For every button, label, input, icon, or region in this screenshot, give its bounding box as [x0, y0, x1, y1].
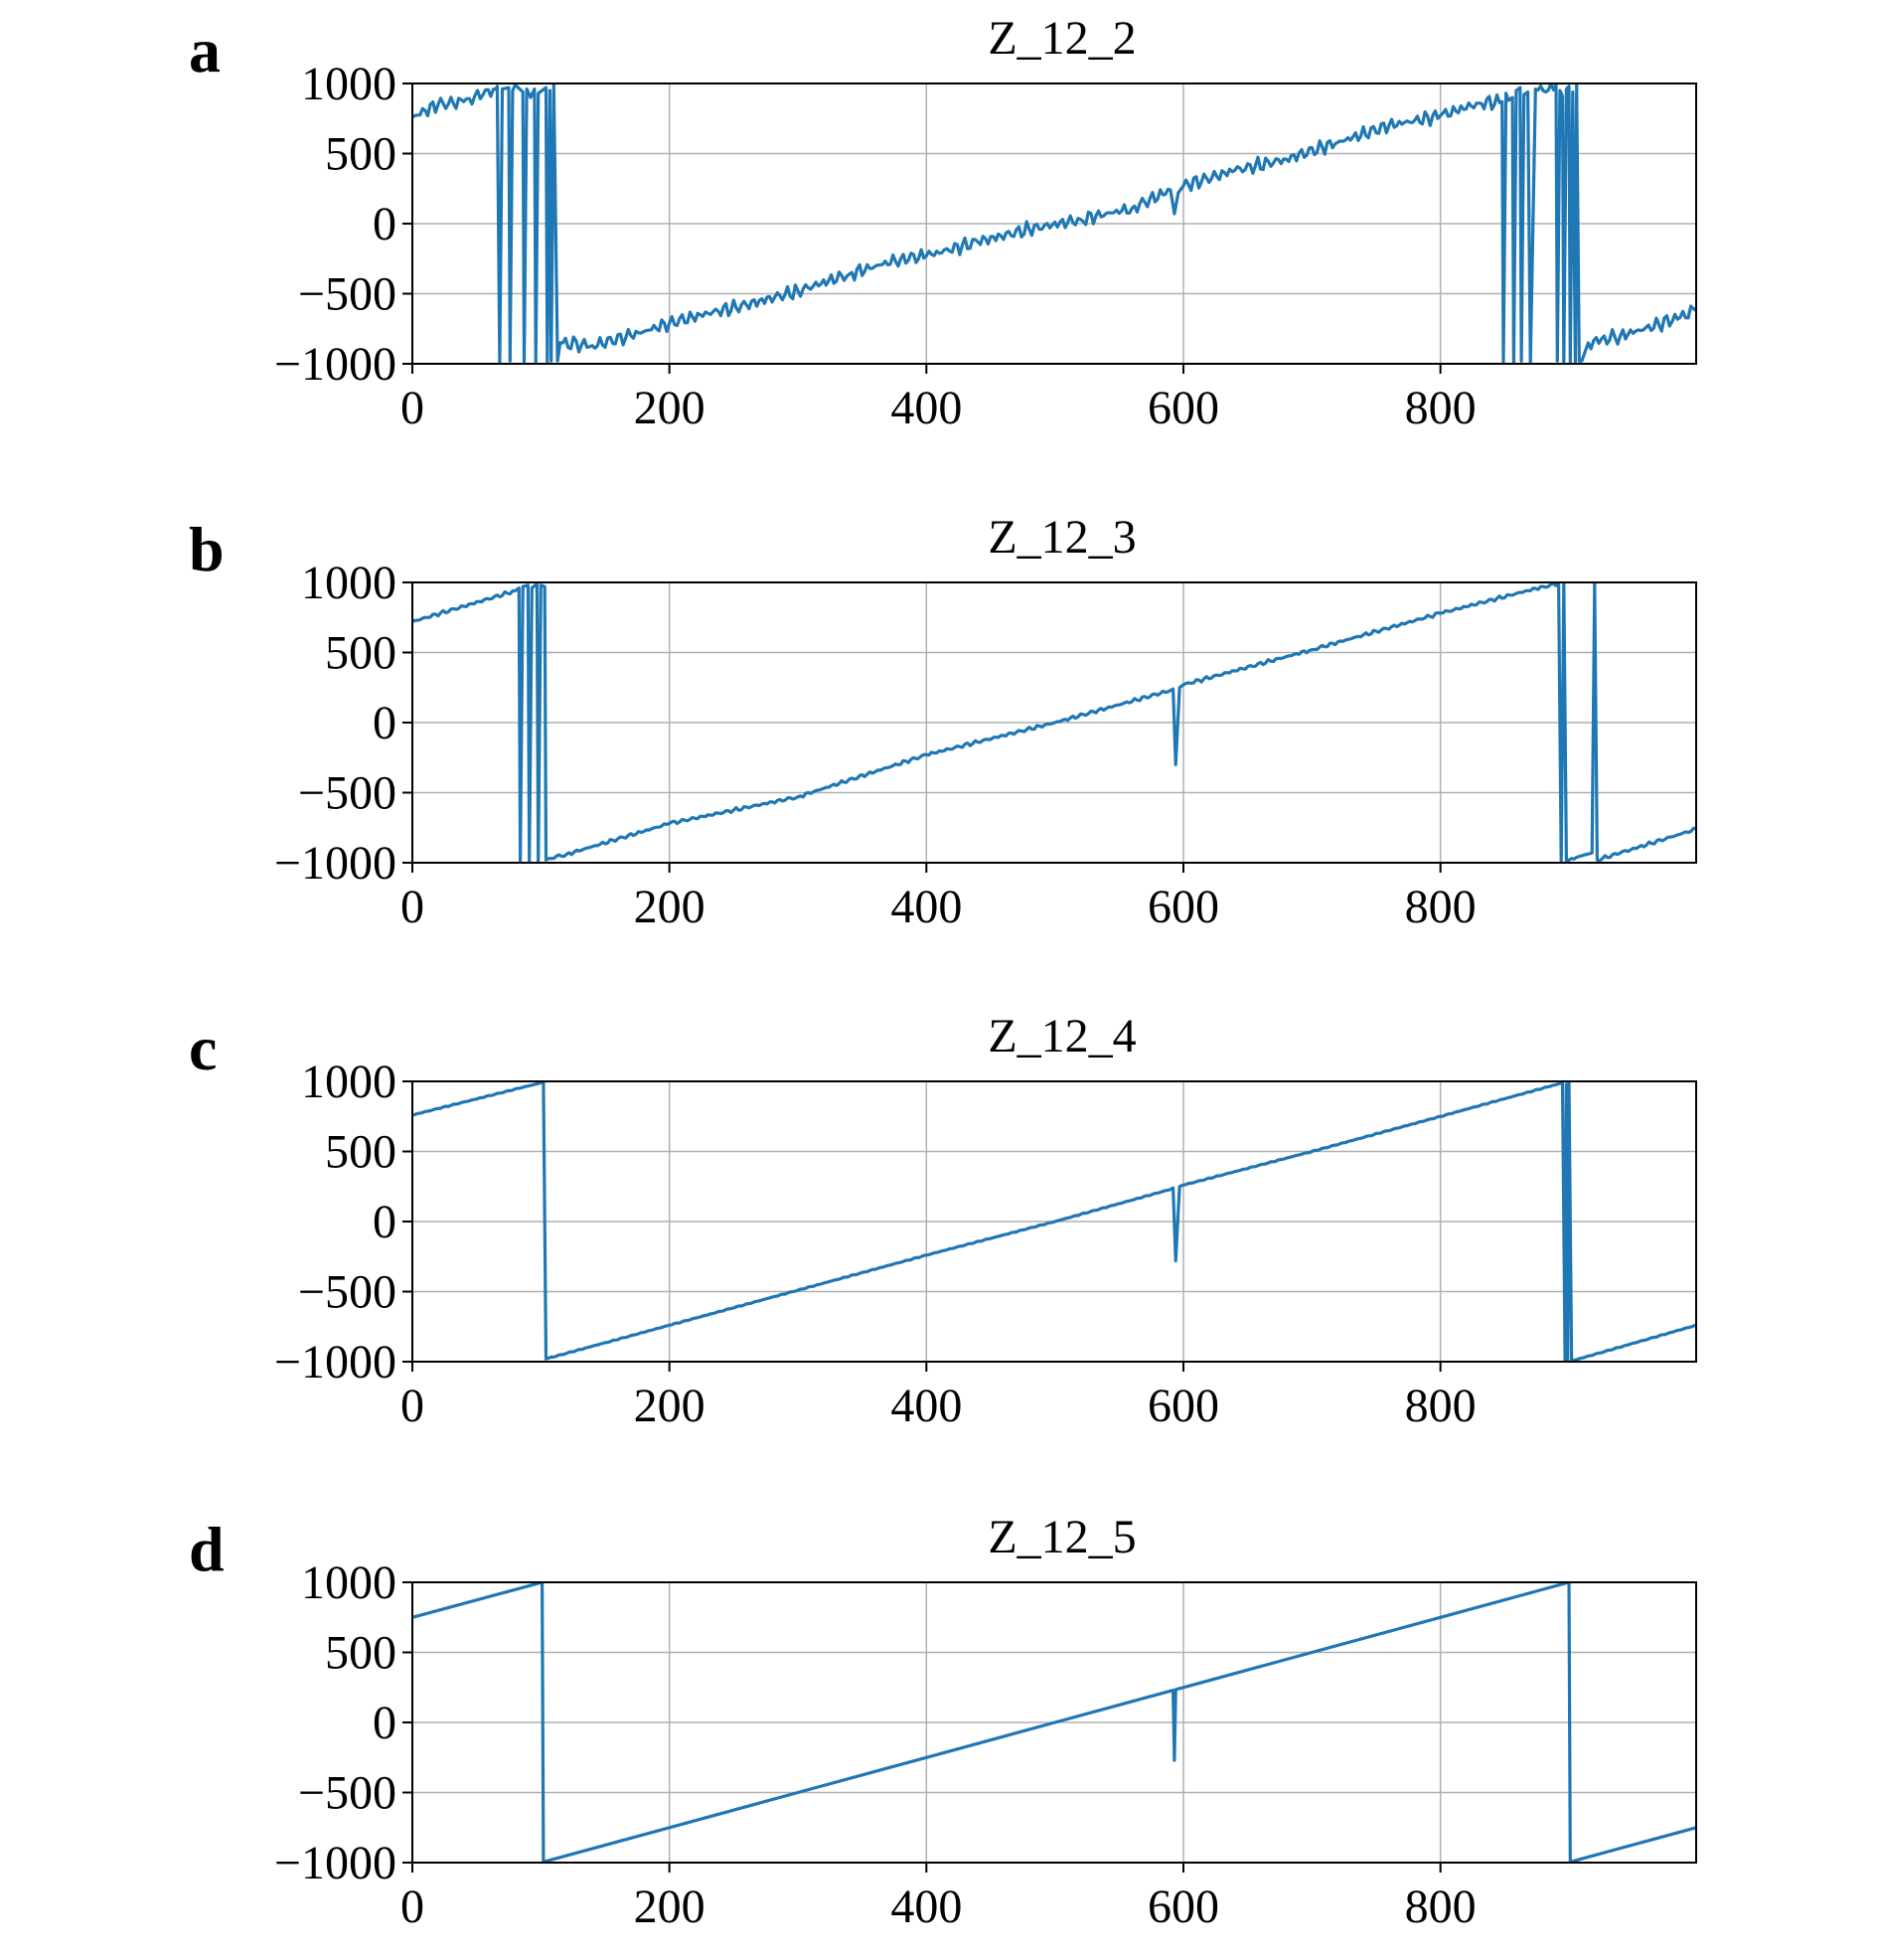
y-tick-label: −500 [298, 1266, 396, 1319]
panel-b: 0 200 400 600 800 1000 500 0 −500 −1000 Z_12_3 b [189, 511, 1697, 933]
y-tick-label: 500 [325, 1627, 396, 1680]
panel-a: 0 200 400 600 800 1000 500 0 −500 −1000 Z_12_2 a [189, 12, 1697, 434]
panel-letter: d [189, 1514, 225, 1584]
x-tick-label: 400 [890, 1380, 962, 1432]
y-tick-label: 1000 [301, 1056, 396, 1108]
x-tick-label: 800 [1405, 1880, 1477, 1933]
y-tick-label: −1000 [274, 1837, 396, 1889]
y-tick-label: 0 [373, 1697, 396, 1749]
y-tick-label: 500 [325, 128, 396, 181]
x-tick-label: 200 [634, 1380, 705, 1432]
x-tick-label: 400 [890, 881, 962, 933]
y-tick-label: −1000 [274, 837, 396, 890]
x-tick-label: 600 [1148, 382, 1219, 434]
y-tick-label: 1000 [301, 557, 396, 609]
x-tick-label: 800 [1405, 1380, 1477, 1432]
y-tick-label: 500 [325, 627, 396, 680]
y-tick-label: 0 [373, 1196, 396, 1248]
panel-title: Z_12_5 [988, 1511, 1136, 1563]
y-tick-label: 1000 [301, 1556, 396, 1609]
x-tick-label: 400 [890, 1880, 962, 1933]
panel-title: Z_12_2 [988, 12, 1136, 65]
x-tick-label: 400 [890, 382, 962, 434]
y-tick-label: 500 [325, 1126, 396, 1179]
x-tick-label: 600 [1148, 1880, 1219, 1933]
x-tick-label: 800 [1405, 382, 1477, 434]
series-line [412, 582, 1696, 863]
y-tick-label: −500 [298, 1767, 396, 1820]
y-tick-label: 0 [373, 198, 396, 250]
panel-c: 0 200 400 600 800 1000 500 0 −500 −1000 Z_12_4 c [189, 1010, 1697, 1432]
x-tick-label: 600 [1148, 881, 1219, 933]
x-tick-label: 0 [400, 382, 424, 434]
panel-letter: a [189, 15, 221, 85]
panel-letter: c [189, 1013, 217, 1083]
series-line [412, 83, 1696, 364]
series-line [412, 1081, 1696, 1362]
panel-title: Z_12_4 [988, 1010, 1136, 1062]
y-tick-label: 0 [373, 697, 396, 749]
panel-title: Z_12_3 [988, 511, 1136, 564]
x-tick-label: 200 [634, 382, 705, 434]
x-tick-label: 200 [634, 881, 705, 933]
y-tick-label: 1000 [301, 58, 396, 110]
panel-letter: b [189, 514, 225, 584]
series-line [412, 1582, 1696, 1863]
x-tick-label: 0 [400, 881, 424, 933]
x-tick-label: 800 [1405, 881, 1477, 933]
y-tick-label: −500 [298, 268, 396, 321]
x-tick-label: 600 [1148, 1380, 1219, 1432]
panel-d: 0 200 400 600 800 1000 500 0 −500 −1000 Z_12_5 d [189, 1511, 1697, 1933]
x-tick-label: 0 [400, 1880, 424, 1933]
y-tick-label: −500 [298, 767, 396, 820]
x-tick-label: 0 [400, 1380, 424, 1432]
y-tick-label: −1000 [274, 338, 396, 391]
y-tick-label: −1000 [274, 1336, 396, 1388]
x-tick-label: 200 [634, 1880, 705, 1933]
